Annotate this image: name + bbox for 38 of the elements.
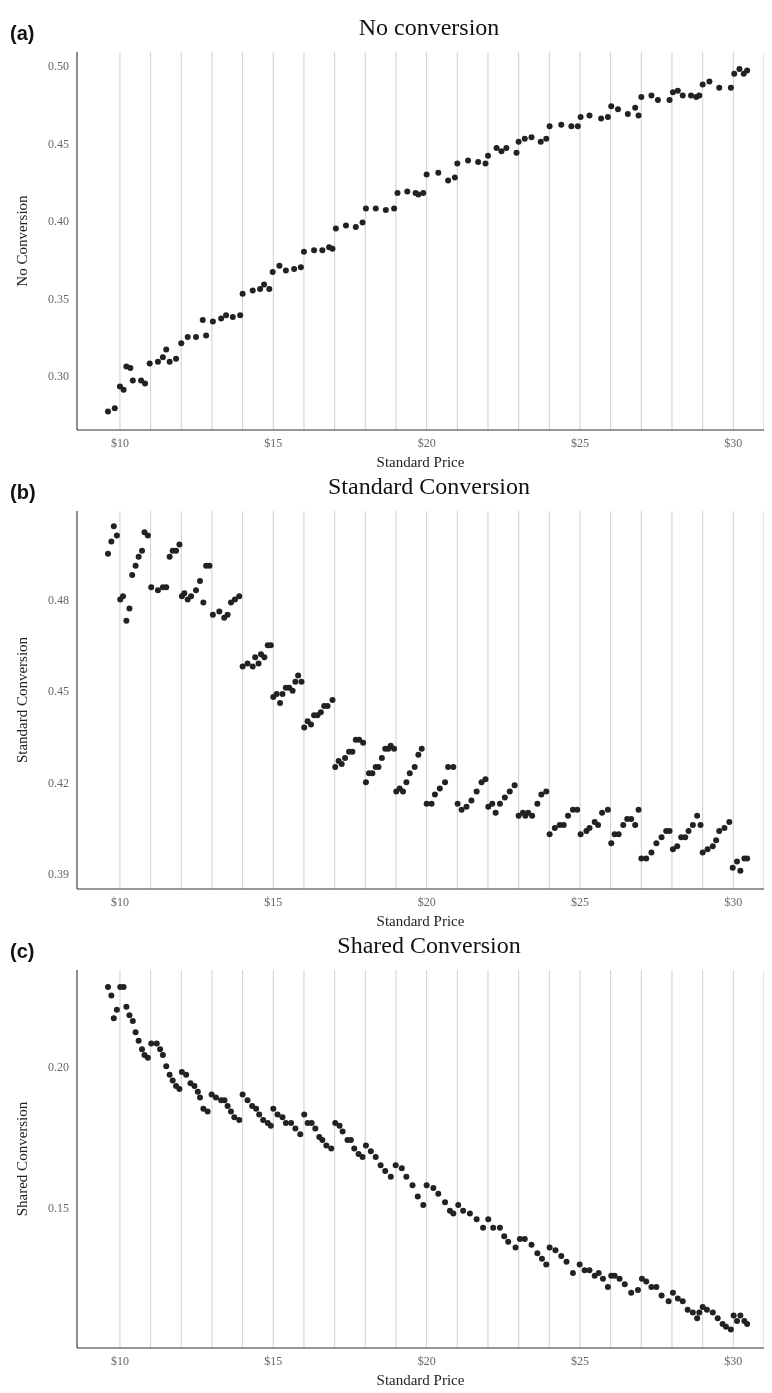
y-tick-label: 0.15	[48, 1201, 69, 1216]
y-tick-label: 0.45	[48, 684, 69, 699]
text: (c)	[10, 940, 35, 963]
y-axis-title: No Conversion	[14, 194, 31, 287]
x-tick-label: $20	[417, 1353, 436, 1368]
chart-title: Standard Conversion	[327, 473, 531, 500]
x-tick-label: $30	[724, 894, 743, 909]
x-tick-label: $25	[570, 1353, 589, 1368]
chart-title: No conversion	[357, 14, 501, 41]
y-tick-label: 0.30	[48, 369, 69, 384]
text: (a)	[10, 22, 35, 45]
x-axis-title: Standard Price	[376, 913, 465, 929]
y-axis-title: Standard Conversion	[14, 636, 31, 764]
y-tick-label: 0.45	[48, 136, 69, 151]
x-tick-label: $10	[110, 435, 129, 450]
x-tick-label: $15	[264, 435, 283, 450]
x-tick-label: $10	[110, 1353, 129, 1368]
x-tick-label: $30	[724, 435, 743, 450]
x-tick-label: $25	[570, 894, 589, 909]
x-tick-label: $15	[264, 894, 283, 909]
x-tick-label: $20	[417, 435, 436, 450]
y-tick-label: 0.20	[48, 1059, 69, 1074]
y-tick-label: 0.39	[48, 867, 69, 882]
y-tick-label: 0.40	[48, 214, 69, 229]
x-tick-label: $20	[417, 894, 436, 909]
x-axis-title: Standard Price	[376, 454, 465, 470]
y-tick-label: 0.48	[48, 592, 69, 607]
x-tick-label: $30	[724, 1353, 743, 1368]
chart-title: Shared Conversion	[336, 932, 522, 959]
x-axis-title: Standard Price	[376, 1372, 465, 1388]
y-axis-title: Shared Conversion	[14, 1101, 31, 1217]
x-tick-label: $10	[110, 894, 129, 909]
text: (b)	[10, 481, 36, 504]
y-tick-label: 0.42	[48, 775, 69, 790]
y-tick-label: 0.35	[48, 291, 69, 306]
y-tick-label: 0.50	[48, 59, 69, 74]
x-tick-label: $15	[264, 1353, 283, 1368]
x-tick-label: $25	[570, 435, 589, 450]
